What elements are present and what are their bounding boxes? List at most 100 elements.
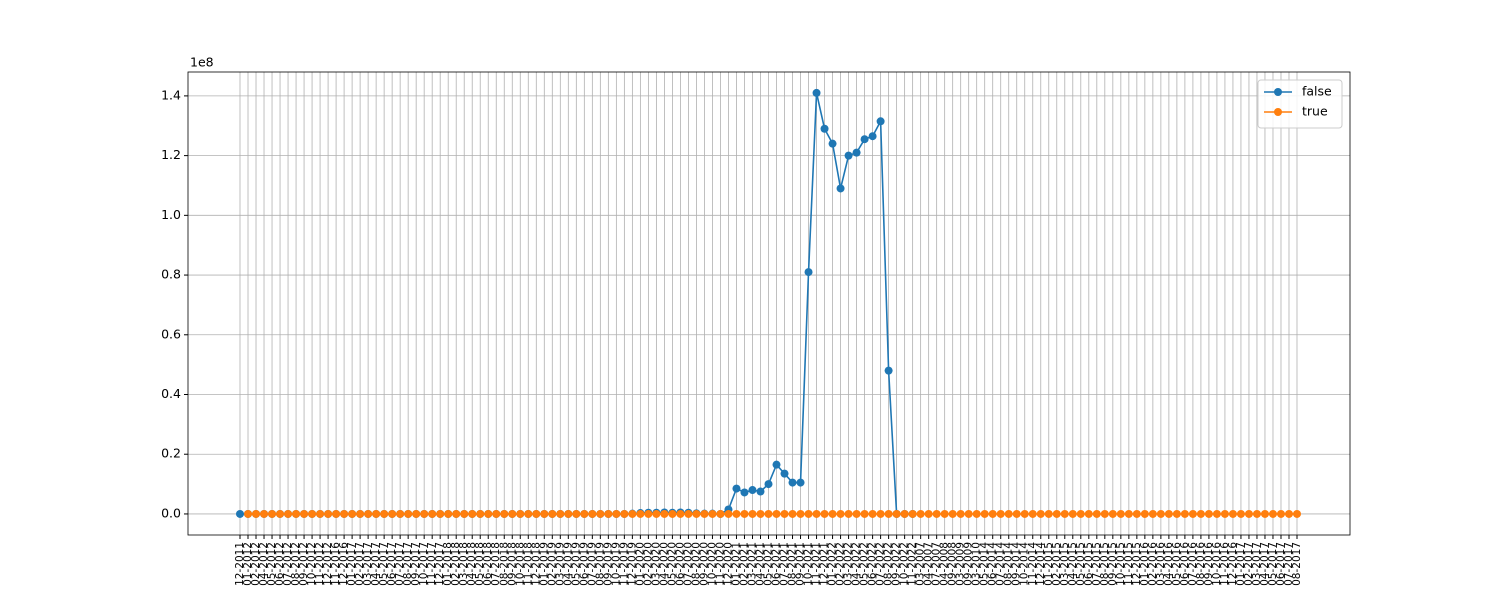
x-tick-label: 11-2021 xyxy=(811,542,823,586)
data-point xyxy=(1140,509,1149,518)
data-point xyxy=(612,509,621,518)
data-point xyxy=(644,509,653,518)
x-tick-label: 07-2022 xyxy=(875,542,887,586)
data-point xyxy=(1284,509,1293,518)
data-point xyxy=(652,509,661,518)
data-point xyxy=(956,509,965,518)
x-tick-label: 09-2019 xyxy=(602,542,614,586)
x-tick-label: 05-2016 xyxy=(1171,542,1183,586)
x-tick-label: 01-2022 xyxy=(827,542,839,586)
data-point xyxy=(572,509,581,518)
data-point xyxy=(284,509,293,518)
x-tick-label: 12-2019 xyxy=(626,542,638,586)
x-tick-label: 04-2017 xyxy=(370,542,382,586)
data-point xyxy=(988,509,997,518)
data-point xyxy=(748,486,757,495)
x-tick-label: 08-2022 xyxy=(883,542,895,586)
data-point xyxy=(412,509,421,518)
data-point xyxy=(1052,509,1061,518)
x-tick-label: 02-2022 xyxy=(835,542,847,586)
x-tick-label: 02-2016 xyxy=(1147,542,1159,586)
data-point xyxy=(916,509,925,518)
x-tick-label: 08-2020 xyxy=(690,542,702,586)
data-point xyxy=(1268,509,1277,518)
data-point xyxy=(1188,509,1197,518)
data-point xyxy=(356,509,365,518)
y-offset-label: 1e8 xyxy=(190,55,214,70)
data-point xyxy=(1252,509,1261,518)
x-tick-label: 06-2015 xyxy=(1083,542,1095,586)
data-point xyxy=(668,509,677,518)
data-point xyxy=(924,509,933,518)
x-tick-label: 05-2012 xyxy=(266,542,278,586)
data-point xyxy=(636,509,645,518)
data-point xyxy=(780,469,789,478)
data-point xyxy=(844,509,853,518)
data-point xyxy=(764,509,773,518)
x-tick-label: 05-2020 xyxy=(666,542,678,586)
x-tick-label: 09-2015 xyxy=(1107,542,1119,586)
x-tick-label: 03-2016 xyxy=(1155,542,1167,586)
data-point xyxy=(1132,509,1141,518)
data-point xyxy=(860,509,869,518)
data-point xyxy=(868,509,877,518)
data-point xyxy=(884,509,893,518)
x-tick-label: 04-2016 xyxy=(1163,542,1175,586)
data-point xyxy=(1108,509,1117,518)
data-point xyxy=(268,509,277,518)
x-tick-label: 10-2020 xyxy=(706,542,718,586)
x-tick-label: 06-2014 xyxy=(987,542,999,586)
data-point xyxy=(532,509,541,518)
data-point xyxy=(1236,509,1245,518)
x-tick-label: 10-2021 xyxy=(803,542,815,586)
x-tick-label: 12-2014 xyxy=(1035,542,1047,586)
y-tick-label: 0.6 xyxy=(161,326,181,341)
x-tick-label: 04-2018 xyxy=(466,542,478,586)
x-tick-label: 07-2017 xyxy=(394,542,406,586)
data-point xyxy=(492,509,501,518)
data-point xyxy=(628,509,637,518)
data-point xyxy=(1148,509,1157,518)
data-point xyxy=(1156,509,1165,518)
x-tick-label: 06-2018 xyxy=(482,542,494,586)
x-tick-label: 04-2012 xyxy=(258,542,270,586)
x-tick-label: 09-2009 xyxy=(963,542,975,586)
data-point xyxy=(1084,509,1093,518)
x-tick-label: 01-2018 xyxy=(442,542,454,586)
x-tick-label: 06-2017 xyxy=(386,542,398,586)
x-tick-label: 09-2012 xyxy=(298,542,310,586)
x-tick-label: 10-2019 xyxy=(610,542,622,586)
data-point xyxy=(724,509,733,518)
x-tick-label: 05-2015 xyxy=(1075,542,1087,586)
y-tick-label: 1.4 xyxy=(161,87,181,102)
data-point xyxy=(700,509,709,518)
data-point xyxy=(244,509,253,518)
data-point xyxy=(1220,509,1229,518)
x-tick-label: 07-2016 xyxy=(1187,542,1199,586)
data-point xyxy=(812,88,821,97)
data-point xyxy=(980,509,989,518)
data-point xyxy=(460,509,469,518)
x-tick-label: 03-2018 xyxy=(458,542,470,586)
data-point xyxy=(868,132,877,141)
data-point xyxy=(1228,509,1237,518)
x-tick-label: 07-2017 xyxy=(1283,542,1295,586)
x-tick-label: 12-2016 xyxy=(1227,542,1239,586)
x-tick-label: 08-2016 xyxy=(1195,542,1207,586)
x-tick-label: 02-2020 xyxy=(642,542,654,586)
x-tick-label: 11-2015 xyxy=(1123,542,1135,586)
data-point xyxy=(420,509,429,518)
x-tick-label: 05-2022 xyxy=(859,542,871,586)
data-point xyxy=(340,509,349,518)
x-tick-label: 05-2017 xyxy=(378,542,390,586)
x-tick-label: 09-2018 xyxy=(506,542,518,586)
x-tick-label: 11-2016 xyxy=(330,542,342,586)
data-point xyxy=(380,509,389,518)
x-tick-label: 04-2019 xyxy=(562,542,574,586)
x-tick-label: 01-2021 xyxy=(730,542,742,586)
data-point xyxy=(1276,509,1285,518)
data-point xyxy=(332,509,341,518)
data-point xyxy=(1076,509,1085,518)
data-point xyxy=(404,509,413,518)
x-tick-label: 06-2019 xyxy=(578,542,590,586)
